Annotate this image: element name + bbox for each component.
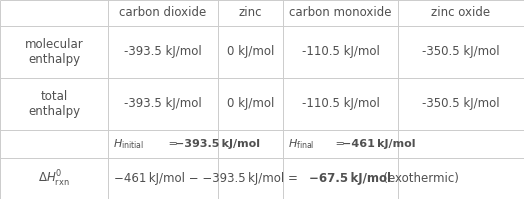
Text: carbon dioxide: carbon dioxide (119, 7, 206, 20)
Text: zinc: zinc (239, 7, 262, 20)
Text: =: = (165, 139, 181, 149)
Text: −67.5 kJ/mol: −67.5 kJ/mol (309, 172, 391, 185)
Text: −461 kJ/mol: −461 kJ/mol (342, 139, 416, 149)
Text: carbon monoxide: carbon monoxide (289, 7, 392, 20)
Text: =: = (332, 139, 348, 149)
Text: -110.5 kJ/mol: -110.5 kJ/mol (302, 46, 379, 59)
Text: -350.5 kJ/mol: -350.5 kJ/mol (422, 46, 500, 59)
Text: −461 kJ/mol − −393.5 kJ/mol =: −461 kJ/mol − −393.5 kJ/mol = (114, 172, 302, 185)
Text: 0 kJ/mol: 0 kJ/mol (227, 98, 274, 110)
Text: $H_{\mathrm{initial}}$: $H_{\mathrm{initial}}$ (113, 137, 144, 151)
Text: 0 kJ/mol: 0 kJ/mol (227, 46, 274, 59)
Text: total
enthalpy: total enthalpy (28, 90, 80, 118)
Text: −393.5 kJ/mol: −393.5 kJ/mol (175, 139, 260, 149)
Text: -393.5 kJ/mol: -393.5 kJ/mol (124, 46, 202, 59)
Text: -393.5 kJ/mol: -393.5 kJ/mol (124, 98, 202, 110)
Text: -110.5 kJ/mol: -110.5 kJ/mol (302, 98, 379, 110)
Text: molecular
enthalpy: molecular enthalpy (25, 38, 83, 66)
Text: -350.5 kJ/mol: -350.5 kJ/mol (422, 98, 500, 110)
Text: zinc oxide: zinc oxide (431, 7, 490, 20)
Text: $\Delta H^{0}_{\mathrm{rxn}}$: $\Delta H^{0}_{\mathrm{rxn}}$ (38, 168, 70, 188)
Text: $H_{\mathrm{final}}$: $H_{\mathrm{final}}$ (288, 137, 314, 151)
Text: (exothermic): (exothermic) (381, 172, 459, 185)
